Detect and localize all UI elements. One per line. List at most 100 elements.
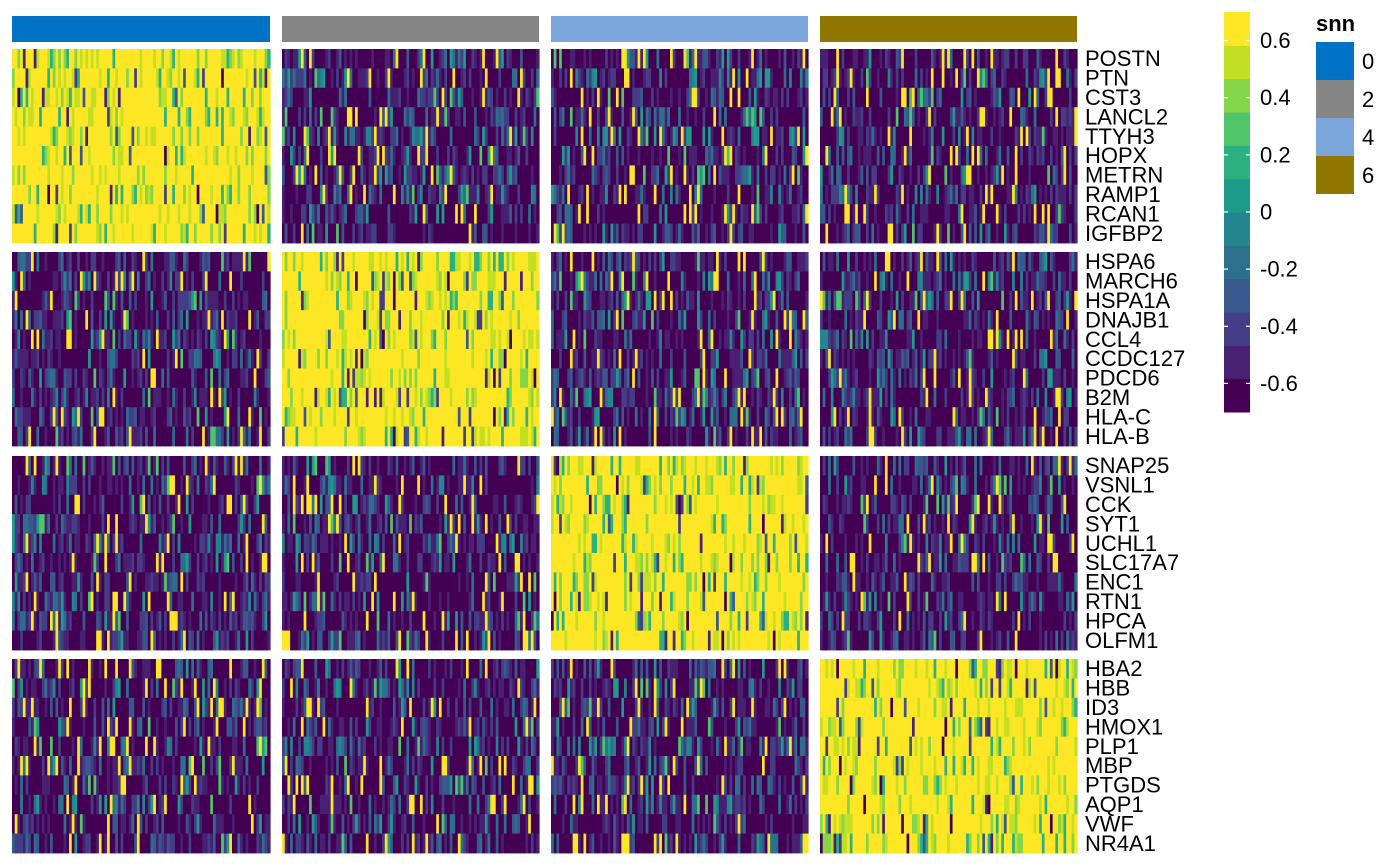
- heatmap-cell: [52, 184, 57, 205]
- heatmap-cell: [767, 126, 771, 147]
- heatmap-cell: [371, 184, 375, 205]
- heatmap-cell: [465, 68, 470, 89]
- heatmap-cell: [493, 87, 497, 108]
- heatmap-cell: [101, 126, 105, 147]
- heatmap-cell: [142, 107, 146, 127]
- heatmap-cell: [428, 68, 432, 89]
- heatmap-cell: [645, 146, 649, 166]
- heatmap-cell: [572, 68, 576, 89]
- heatmap-cell: [191, 126, 195, 147]
- heatmap-cell: [797, 184, 801, 205]
- heatmap-cell: [710, 87, 714, 108]
- heatmap-cell: [376, 68, 380, 89]
- heatmap-cell: [718, 184, 723, 205]
- heatmap-cell: [142, 204, 146, 224]
- heatmap-cell: [713, 126, 717, 147]
- heatmap-cell: [17, 107, 21, 127]
- heatmap-cell: [150, 165, 154, 186]
- heatmap-cell: [39, 126, 43, 147]
- heatmap-cell: [525, 204, 529, 224]
- heatmap-cell: [392, 49, 397, 69]
- heatmap-cell: [98, 126, 103, 147]
- heatmap-cell: [401, 204, 405, 224]
- heatmap-cell: [82, 184, 86, 205]
- heatmap-cell: [382, 49, 386, 69]
- heatmap-cell: [104, 49, 108, 69]
- heatmap-cell: [139, 107, 143, 127]
- heatmap-cell: [346, 165, 351, 186]
- heatmap-cell: [136, 68, 141, 89]
- heatmap-cell: [575, 68, 579, 89]
- heatmap-cell: [250, 223, 255, 244]
- heatmap-cell: [401, 126, 405, 147]
- heatmap-cell: [656, 87, 660, 108]
- heatmap-block-postn-cluster-0: [12, 49, 271, 244]
- heatmap-cell: [599, 204, 603, 224]
- heatmap-cell: [69, 146, 73, 166]
- heatmap-cell: [212, 165, 217, 186]
- heatmap-cell: [615, 49, 620, 69]
- heatmap-cell: [295, 87, 299, 108]
- heatmap-cell: [683, 146, 687, 166]
- heatmap-cell: [183, 68, 187, 89]
- heatmap-cell: [493, 223, 497, 244]
- heatmap-cell: [112, 107, 116, 127]
- heatmap-cell: [520, 87, 524, 108]
- heatmap-cell: [325, 107, 329, 127]
- heatmap-cell: [117, 126, 122, 147]
- heatmap-cell: [98, 223, 103, 244]
- heatmap-cell: [498, 49, 502, 69]
- heatmap-cell: [509, 107, 513, 127]
- heatmap-cell: [569, 107, 574, 127]
- heatmap-cell: [533, 146, 537, 166]
- heatmap-cell: [387, 204, 391, 224]
- heatmap-cell: [783, 87, 787, 108]
- heatmap-cell: [468, 223, 472, 244]
- heatmap-cell: [183, 146, 187, 166]
- heatmap-cell: [444, 223, 448, 244]
- heatmap-cell: [569, 87, 574, 108]
- heatmap-cell: [259, 204, 263, 224]
- heatmap-cell: [382, 184, 386, 205]
- heatmap-cell: [433, 126, 437, 147]
- heatmap-cell: [564, 204, 568, 224]
- heatmap-cell: [223, 204, 228, 224]
- heatmap-cell: [41, 107, 46, 127]
- heatmap-cell: [517, 146, 521, 166]
- heatmap-cell: [569, 184, 574, 205]
- heatmap-cell: [355, 223, 359, 244]
- heatmap-cell: [96, 223, 100, 244]
- heatmap-cell: [490, 126, 494, 147]
- heatmap-cell: [762, 126, 766, 147]
- heatmap-cell: [745, 68, 750, 89]
- heatmap-cell: [292, 107, 297, 127]
- heatmap-cell: [60, 184, 65, 205]
- heatmap-cell: [745, 126, 750, 147]
- heatmap-cell: [411, 204, 416, 224]
- heatmap-cell: [564, 68, 568, 89]
- heatmap-cell: [718, 165, 723, 186]
- heatmap-cell: [172, 204, 176, 224]
- heatmap-cell: [645, 184, 649, 205]
- heatmap-cell: [591, 49, 595, 69]
- heatmap-cell: [455, 126, 459, 147]
- heatmap-cell: [583, 184, 587, 205]
- heatmap-cell: [607, 107, 612, 127]
- heatmap-cell: [338, 204, 343, 224]
- heatmap-cell: [161, 49, 165, 69]
- heatmap-cell: [25, 184, 29, 205]
- heatmap-cell: [569, 126, 574, 147]
- heatmap-cell: [583, 68, 587, 89]
- heatmap-cell: [191, 87, 195, 108]
- heatmap-cell: [501, 126, 505, 147]
- heatmap-cell: [487, 223, 491, 244]
- heatmap-cell: [55, 204, 59, 224]
- heatmap-cell: [368, 184, 372, 205]
- heatmap-cell: [629, 107, 633, 127]
- heatmap-cell: [33, 49, 38, 69]
- heatmap-cell: [123, 126, 127, 147]
- heatmap-cell: [474, 87, 478, 108]
- heatmap-cell: [303, 165, 307, 186]
- heatmap-cell: [482, 126, 486, 147]
- heatmap-cell: [55, 107, 59, 127]
